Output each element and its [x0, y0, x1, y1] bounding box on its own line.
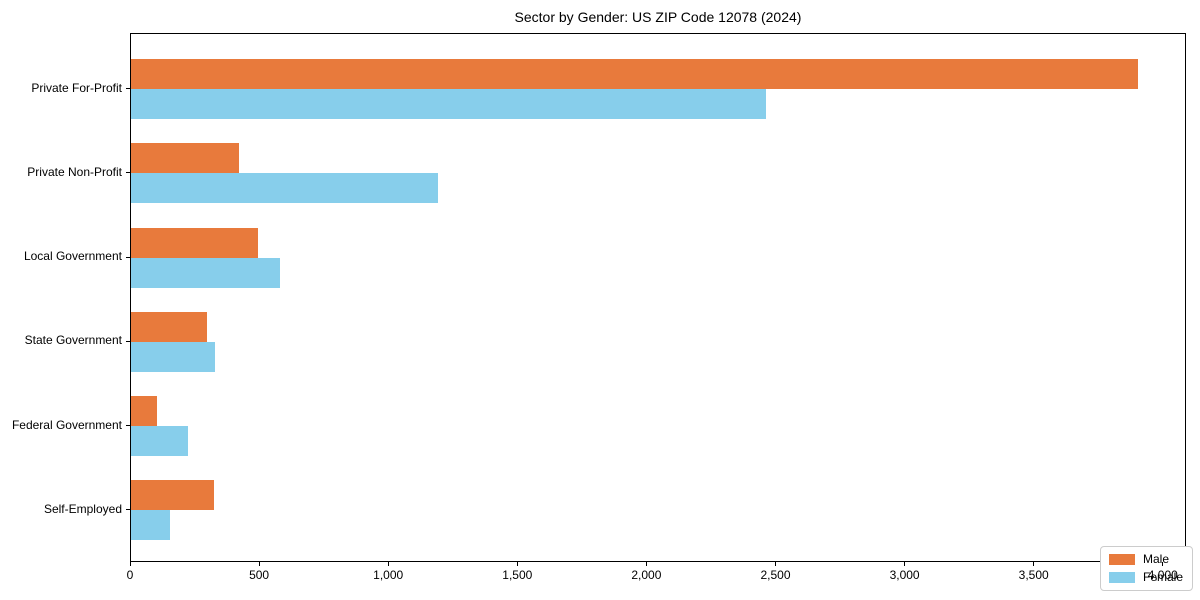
- x-tick-mark: [258, 562, 260, 566]
- x-tick-mark: [775, 562, 776, 566]
- x-tick-mark: [1162, 562, 1164, 566]
- y-tick-mark: [126, 172, 130, 174]
- category-label: Private For-Profit: [31, 80, 122, 95]
- x-tick-label: 1,000: [373, 568, 404, 582]
- x-tick-mark: [645, 562, 647, 566]
- x-tick-label: 2,000: [631, 568, 662, 582]
- x-tick-label: 4,000: [1147, 568, 1178, 582]
- category-label: State Government: [24, 333, 122, 348]
- x-tick-mark: [516, 562, 518, 566]
- plot-area: [130, 33, 1186, 562]
- legend-item-female: Female: [1108, 570, 1183, 584]
- male-bar: [131, 311, 208, 342]
- chart-title: Sector by Gender: US ZIP Code 12078 (202…: [514, 9, 802, 25]
- y-tick-mark: [126, 340, 130, 342]
- x-tick-label: 2,500: [760, 568, 791, 582]
- legend-label-female: Female: [1142, 570, 1183, 584]
- y-tick-mark: [126, 88, 130, 89]
- y-tick-mark: [126, 256, 130, 258]
- category-label: Federal Government: [11, 417, 122, 432]
- x-tick-label: 3,500: [1018, 568, 1049, 582]
- female-legend-swatch-icon: [1108, 572, 1135, 583]
- male-legend-swatch-icon: [1108, 554, 1135, 565]
- male-bar: [131, 396, 157, 426]
- y-tick-mark: [126, 509, 130, 511]
- male-bar: [131, 480, 214, 511]
- legend-item-male: Male: [1108, 552, 1183, 566]
- x-tick-label: 1,500: [502, 568, 533, 582]
- x-tick-mark: [387, 562, 389, 566]
- female-bar: [131, 173, 439, 204]
- male-bar: [131, 227, 258, 258]
- x-tick-label: 500: [249, 568, 270, 582]
- female-bar: [131, 510, 170, 541]
- female-bar: [131, 89, 767, 119]
- category-label: Local Government: [23, 249, 122, 263]
- x-tick-mark: [1033, 562, 1035, 566]
- female-bar: [131, 341, 215, 372]
- category-label: Self-Employed: [43, 501, 122, 516]
- x-tick-label: 0: [126, 568, 134, 582]
- female-bar: [131, 426, 188, 456]
- x-tick-mark: [904, 562, 906, 566]
- female-bar: [131, 257, 280, 288]
- x-tick-mark: [129, 562, 131, 566]
- legend: Male Female: [1099, 546, 1193, 591]
- category-label: Private Non-Profit: [27, 164, 122, 179]
- y-tick-mark: [126, 425, 130, 426]
- male-bar: [131, 143, 240, 174]
- x-tick-label: 3,000: [889, 568, 920, 582]
- male-bar: [131, 59, 1138, 89]
- legend-label-male: Male: [1142, 552, 1169, 566]
